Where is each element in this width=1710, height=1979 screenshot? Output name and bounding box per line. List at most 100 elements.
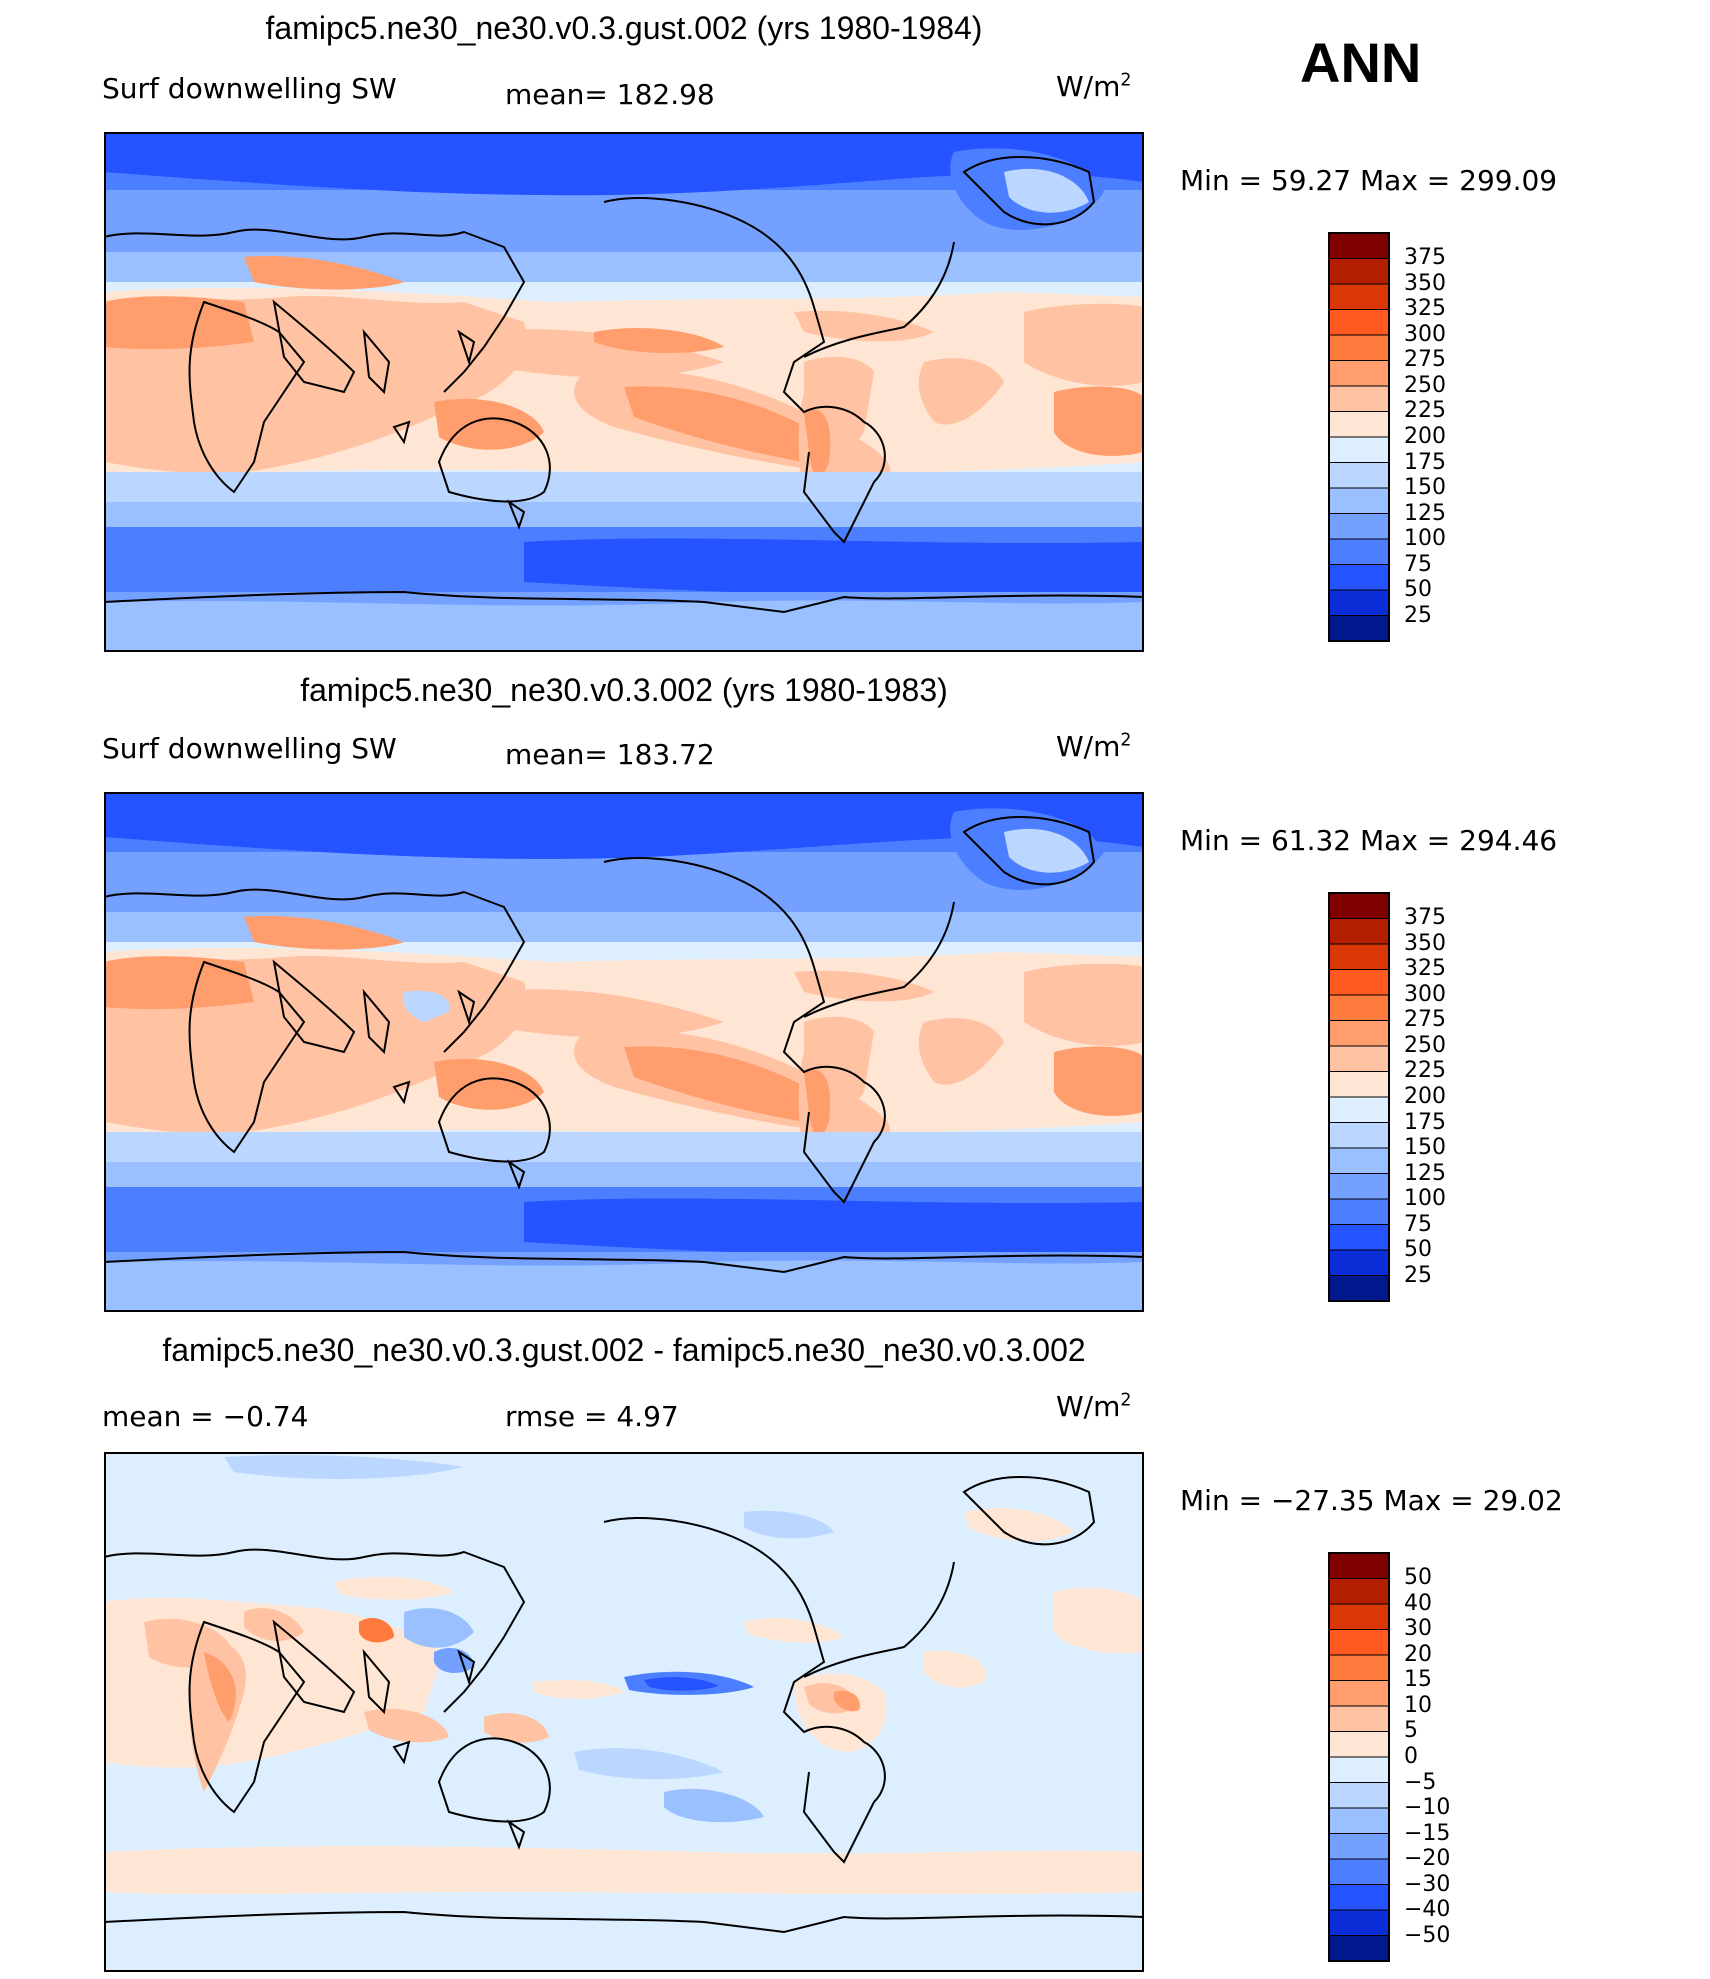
panel-1-mean-label: mean= 182.98 — [505, 78, 715, 111]
panel-2-level-label: 200 — [1404, 1084, 1446, 1109]
panel-2-level-label: 100 — [1404, 1186, 1446, 1211]
panel-1-level-label: 25 — [1404, 603, 1432, 628]
colorbar-swatch — [1328, 334, 1390, 361]
panel-1-minmax: Min = 59.27 Max = 299.09 — [1180, 164, 1558, 197]
panel-3-field — [104, 1452, 1144, 1972]
colorbar-swatch — [1328, 487, 1390, 514]
colorbar-swatch — [1328, 1020, 1390, 1047]
colorbar-swatch — [1328, 1249, 1390, 1276]
panel-3-level-label: −15 — [1404, 1821, 1451, 1846]
panel-2-level-label: 325 — [1404, 956, 1446, 981]
panel-2-units: W/m2 — [1056, 730, 1132, 763]
panel-3-level-label: 5 — [1404, 1718, 1418, 1743]
panel-3-units: W/m2 — [1056, 1390, 1132, 1423]
panel-3-colorbar — [1328, 1552, 1390, 1962]
panel-2-level-label: 125 — [1404, 1161, 1446, 1186]
panel-1-level-label: 350 — [1404, 271, 1446, 296]
colorbar-swatch — [1328, 360, 1390, 387]
colorbar-swatch — [1328, 1122, 1390, 1149]
panel-2-level-label: 300 — [1404, 982, 1446, 1007]
panel-1-field — [104, 132, 1144, 652]
colorbar-swatch — [1328, 1552, 1390, 1579]
panel-3-level-label: −30 — [1404, 1872, 1451, 1897]
colorbar-swatch — [1328, 1680, 1390, 1707]
panel-2-level-label: 50 — [1404, 1237, 1432, 1262]
panel-1-level-label: 375 — [1404, 245, 1446, 270]
panel-1-variable-label: Surf downwelling SW — [102, 72, 397, 105]
colorbar-swatch — [1328, 411, 1390, 438]
colorbar-swatch — [1328, 1147, 1390, 1174]
colorbar-swatch — [1328, 1045, 1390, 1072]
panel-1-level-label: 200 — [1404, 424, 1446, 449]
panel-2-coastlines — [104, 816, 1144, 1274]
panel-3-title: famipc5.ne30_ne30.v0.3.gust.002 - famipc… — [162, 1332, 1086, 1368]
panel-2-level-label: 25 — [1404, 1263, 1432, 1288]
colorbar-swatch — [1328, 232, 1390, 259]
panel-3-level-label: 20 — [1404, 1642, 1432, 1667]
colorbar-swatch — [1328, 994, 1390, 1021]
colorbar-border — [1328, 1552, 1390, 1962]
panel-3-level-label: 0 — [1404, 1744, 1418, 1769]
panel-2-level-label: 225 — [1404, 1058, 1446, 1083]
colorbar-swatch — [1328, 1782, 1390, 1809]
panel-2-map — [104, 792, 1144, 1312]
panel-2-level-label: 275 — [1404, 1007, 1446, 1032]
colorbar-swatch — [1328, 1071, 1390, 1098]
colorbar-swatch — [1328, 1096, 1390, 1123]
colorbar-swatch — [1328, 615, 1390, 642]
panel-3-level-label: 30 — [1404, 1616, 1432, 1641]
colorbar-swatch — [1328, 564, 1390, 591]
panel-1-level-label: 300 — [1404, 322, 1446, 347]
colorbar-swatch — [1328, 969, 1390, 996]
colorbar-swatch — [1328, 1807, 1390, 1834]
colorbar-swatch — [1328, 1629, 1390, 1656]
colorbar-swatch — [1328, 589, 1390, 616]
colorbar-swatch — [1328, 538, 1390, 565]
panel-1-level-label: 225 — [1404, 398, 1446, 423]
panel-1-level-label: 100 — [1404, 526, 1446, 551]
panel-2-level-label: 150 — [1404, 1135, 1446, 1160]
panel-2-field — [104, 792, 1144, 1312]
colorbar-border — [1328, 232, 1390, 642]
colorbar-swatch — [1328, 385, 1390, 412]
panel-2-level-label: 350 — [1404, 931, 1446, 956]
panel-3-level-label: 50 — [1404, 1565, 1432, 1590]
colorbar-swatch — [1328, 1909, 1390, 1936]
colorbar-swatch — [1328, 258, 1390, 285]
colorbar-swatch — [1328, 462, 1390, 489]
panel-1-units: W/m2 — [1056, 70, 1132, 103]
colorbar-swatch — [1328, 943, 1390, 970]
colorbar-border — [1328, 892, 1390, 1302]
panel-1-map — [104, 132, 1144, 652]
season-label: ANN — [1300, 31, 1422, 94]
panel-1-level-label: 175 — [1404, 450, 1446, 475]
panel-3-level-label: −5 — [1404, 1770, 1437, 1795]
panel-2-level-label: 175 — [1404, 1110, 1446, 1135]
panel-1-level-label: 275 — [1404, 347, 1446, 372]
panel-2-mean-label: mean= 183.72 — [505, 738, 715, 771]
colorbar-swatch — [1328, 1603, 1390, 1630]
panel-3-rmse-label: rmse = 4.97 — [505, 1400, 679, 1433]
colorbar-swatch — [1328, 1705, 1390, 1732]
panel-3-level-label: 15 — [1404, 1667, 1432, 1692]
panel-3-level-label: 40 — [1404, 1591, 1432, 1616]
colorbar-swatch — [1328, 1731, 1390, 1758]
panel-3-level-label: 10 — [1404, 1693, 1432, 1718]
panel-3-level-label: −50 — [1404, 1923, 1451, 1948]
colorbar-swatch — [1328, 1756, 1390, 1783]
panel-2-variable-label: Surf downwelling SW — [102, 732, 397, 765]
colorbar-swatch — [1328, 1173, 1390, 1200]
panel-1-title: famipc5.ne30_ne30.v0.3.gust.002 (yrs 198… — [265, 10, 983, 46]
colorbar-swatch — [1328, 1198, 1390, 1225]
colorbar-swatch — [1328, 1578, 1390, 1605]
colorbar-swatch — [1328, 1833, 1390, 1860]
panel-1-colorbar — [1328, 232, 1390, 642]
colorbar-swatch — [1328, 892, 1390, 919]
panel-1-level-label: 325 — [1404, 296, 1446, 321]
panel-3-level-label: −10 — [1404, 1795, 1451, 1820]
colorbar-swatch — [1328, 1224, 1390, 1251]
panel-3-minmax: Min = −27.35 Max = 29.02 — [1180, 1484, 1563, 1517]
colorbar-swatch — [1328, 1275, 1390, 1302]
panel-3-level-label: −40 — [1404, 1897, 1451, 1922]
colorbar-swatch — [1328, 1935, 1390, 1962]
